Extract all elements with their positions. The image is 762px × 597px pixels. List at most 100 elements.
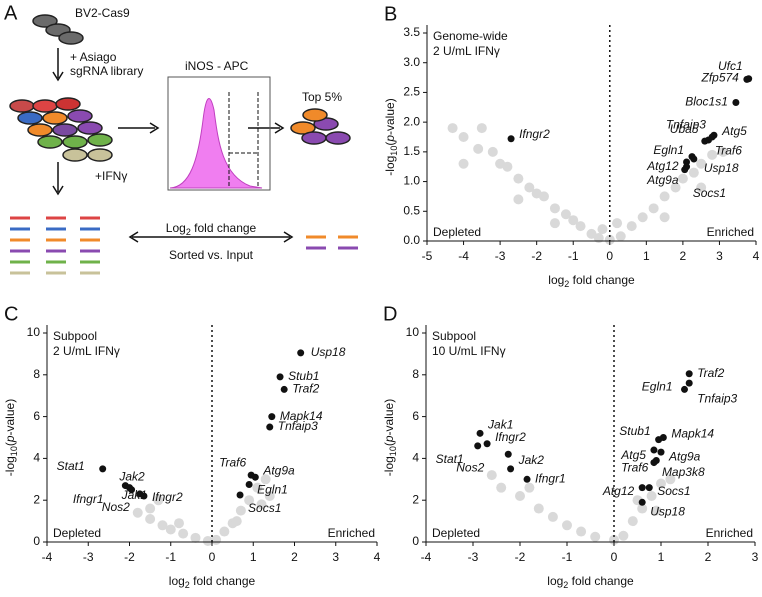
gene-point <box>523 475 531 483</box>
y-tick-label: 2.0 <box>403 114 420 128</box>
gene-point <box>268 413 276 421</box>
label-part: 10 <box>389 146 399 156</box>
label-part: 2 <box>563 580 568 590</box>
background-point <box>659 212 670 223</box>
gene-label: Atg9a <box>646 173 679 187</box>
background-point <box>696 158 707 169</box>
y-tick-label: 0 <box>412 534 419 548</box>
y-tick-label: 2 <box>412 492 419 506</box>
x-tick-label: 2 <box>680 249 687 263</box>
x-tick-label: 1 <box>658 550 665 564</box>
y-tick-label: 0.0 <box>403 233 420 247</box>
gene-label: Jak2 <box>118 470 145 484</box>
label-part: fold change <box>569 273 635 287</box>
gene-point <box>650 459 658 467</box>
background-point <box>707 149 718 160</box>
x-tick-label: -1 <box>562 550 573 564</box>
cell-line: BV2-Cas9 <box>75 6 130 20</box>
gene-label: Mapk14 <box>671 427 714 441</box>
x-tick-label: -2 <box>124 550 135 564</box>
background-point <box>646 491 657 502</box>
sort-label: iNOS - APC <box>185 59 249 73</box>
background-point <box>458 158 469 169</box>
y-axis-label: -log10(p-value) <box>3 399 19 476</box>
gene-label: Usp18 <box>650 504 685 518</box>
y-tick-label: 6 <box>412 409 419 423</box>
gene-label: Usp18 <box>704 161 739 175</box>
gene-label: Traf2 <box>292 382 319 396</box>
y-tick-label: 4 <box>33 451 40 465</box>
y-tick-label: 1.5 <box>403 144 420 158</box>
background-point <box>627 516 638 527</box>
label-part: ( <box>383 142 397 146</box>
background-point <box>252 482 263 493</box>
background-point <box>586 228 597 239</box>
x-tick-label: 3 <box>332 550 339 564</box>
y-tick-label: 2.5 <box>403 85 420 99</box>
background-point <box>670 182 681 193</box>
y-axis-label: -log10(p-value) <box>383 98 399 175</box>
gene-label: Socs1 <box>248 501 281 515</box>
gene-point <box>685 379 693 387</box>
step-text: + Asiago <box>70 50 117 64</box>
label-part: -value) <box>3 399 17 436</box>
gene-label: Atg9a <box>262 463 295 477</box>
gene-point <box>474 442 482 450</box>
background-point <box>235 505 246 516</box>
background-point <box>576 526 587 537</box>
gene-label: Egln1 <box>642 380 673 394</box>
y-tick-label: 3.5 <box>403 25 420 39</box>
gene-label: Jak1 <box>487 417 513 431</box>
x-tick-label: -4 <box>421 550 432 564</box>
gene-point <box>140 492 148 500</box>
panel-note: Genome-wide <box>433 29 508 43</box>
gene-point <box>504 450 512 458</box>
background-point <box>568 215 579 226</box>
label-part: -value) <box>382 399 396 436</box>
panel-letter: B <box>384 3 397 25</box>
gene-label: Socs1 <box>657 484 690 498</box>
gene-point <box>99 465 107 473</box>
background-point <box>696 182 707 193</box>
background-point <box>174 518 184 529</box>
top-label: Top 5% <box>302 90 342 104</box>
x-axis-label: log2 fold change <box>169 574 256 590</box>
gene-label: Jak2 <box>518 453 545 467</box>
x-tick-label: 0 <box>611 550 618 564</box>
background-point <box>132 507 143 518</box>
gene-point <box>701 137 709 145</box>
gene-label: Ifngr2 <box>152 490 183 504</box>
label-part: fold change <box>568 574 634 588</box>
compare-label: Sorted vs. Input <box>169 248 254 262</box>
step-text: sgRNA library <box>70 64 143 78</box>
gene-label: Stat1 <box>57 459 85 473</box>
background-point <box>256 499 267 510</box>
x-tick-label: -5 <box>422 249 433 263</box>
x-tick-label: 3 <box>716 249 723 263</box>
label-part: fold change <box>190 574 256 588</box>
gene-label: Mapk14 <box>280 409 323 423</box>
x-axis-label: log2 fold change <box>547 574 634 590</box>
label-part: p <box>382 435 396 443</box>
background-point <box>615 231 626 242</box>
gene-point <box>507 135 515 143</box>
x-tick-label: 0 <box>606 249 613 263</box>
label-part: ( <box>382 442 396 446</box>
background-point <box>524 482 535 493</box>
y-tick-label: 0 <box>33 534 40 548</box>
corner-label: Depleted <box>53 526 101 540</box>
label-part: log <box>169 574 185 588</box>
background-point <box>648 203 659 214</box>
x-tick-label: 1 <box>250 550 257 564</box>
background-point <box>656 478 666 489</box>
x-tick-label: -3 <box>468 550 479 564</box>
panel-letter: A <box>4 2 18 24</box>
gene-point <box>245 481 253 489</box>
gene-label: Stub1 <box>288 369 319 383</box>
gene-label: Atg5 <box>620 448 646 462</box>
x-tick-label: -3 <box>83 550 94 564</box>
background-point <box>626 221 637 232</box>
background-point <box>260 474 271 485</box>
